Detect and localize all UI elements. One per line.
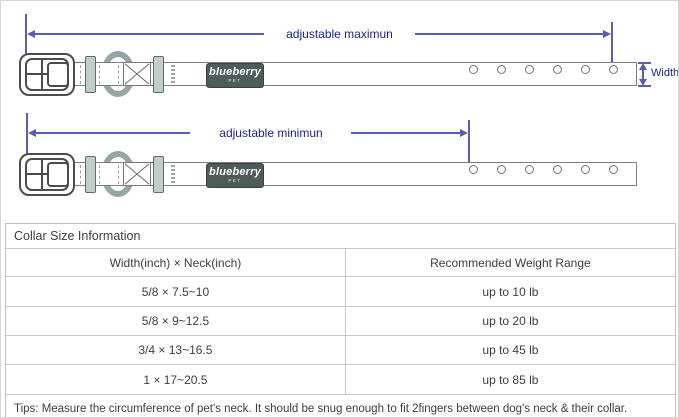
collar-illustration-top: blueberry PET [1, 49, 678, 111]
table-row: 5/8 × 7.5~10 up to 10 lb [6, 276, 675, 306]
arrowhead-right-icon [603, 30, 611, 38]
table-header-row: Width(inch) × Neck(inch) Recommended Wei… [6, 248, 675, 276]
collar-hole [469, 65, 478, 74]
weight-cell: up to 45 lb [482, 343, 539, 357]
keeper-loop [85, 156, 96, 193]
size-cell: 1 × 17~20.5 [6, 365, 346, 394]
collar-hole [497, 65, 506, 74]
table-row: 5/8 × 9~12.5 up to 20 lb [6, 306, 675, 335]
width-tick-bottom [638, 85, 651, 87]
width-arrow-line [642, 66, 644, 83]
stitch-line [118, 65, 119, 84]
weight-cell: up to 10 lb [482, 284, 539, 299]
size-cell: 5/8 × 7.5~10 [6, 277, 346, 306]
weight-cell: up to 85 lb [482, 372, 539, 387]
collar-hole [469, 165, 478, 174]
collar-hole [609, 165, 618, 174]
adjustable-minimum-label: adjustable minimun [219, 126, 323, 140]
dimension-line-left-segment [35, 132, 190, 134]
arrowhead-left-icon [27, 30, 35, 38]
collar-hole [581, 65, 590, 74]
x-stitch-icon [124, 163, 150, 185]
stitch-box [123, 162, 151, 186]
stitch-line [99, 165, 100, 184]
dimension-tick-right [611, 22, 613, 75]
arrowhead-down-icon [639, 79, 647, 86]
brand-sub: PET [228, 178, 242, 184]
keeper-loop [85, 56, 96, 93]
keeper-loop [153, 156, 164, 193]
tips-text: Tips: Measure the circumference of pet's… [6, 394, 675, 417]
x-stitch-icon [124, 63, 150, 85]
buckle-roller [47, 62, 69, 87]
dimension-line-right-segment [415, 33, 605, 35]
blueberry-pet-tag: blueberry PET [206, 163, 264, 188]
stitch-line [118, 165, 119, 184]
brand-name: blueberry [209, 166, 261, 179]
collar-hole [581, 165, 590, 174]
dimension-tick-left [25, 14, 27, 58]
keeper-loop [153, 56, 164, 93]
blueberry-pet-tag: blueberry PET [206, 63, 264, 88]
stitch-line [80, 65, 81, 84]
arrowhead-right-icon [460, 129, 468, 137]
size-cell: 5/8 × 9~12.5 [6, 307, 346, 335]
dimension-line-right-segment [351, 132, 462, 134]
arrowhead-up-icon [639, 63, 647, 70]
collar-hole [525, 165, 534, 174]
table-row: 3/4 × 13~16.5 up to 45 lb [6, 335, 675, 364]
collar-illustration-bottom: blueberry PET [1, 149, 678, 211]
collar-hole [553, 165, 562, 174]
table-row: 1 × 17~20.5 up to 85 lb [6, 364, 675, 394]
strap-woven-label [171, 165, 175, 184]
collar-hole [553, 65, 562, 74]
brand-sub: PET [228, 78, 242, 84]
stitch-line [99, 65, 100, 84]
table-title: Collar Size Information [14, 229, 141, 243]
arrowhead-left-icon [28, 129, 36, 137]
brand-name: blueberry [209, 66, 261, 79]
adjustable-maximum-label: adjustable maximun [286, 27, 393, 41]
column-header-size: Width(inch) × Neck(inch) [6, 249, 346, 276]
collar-hole [525, 65, 534, 74]
width-label: Width [651, 67, 679, 79]
collar-hole [497, 165, 506, 174]
stitch-box [123, 62, 151, 86]
dimension-tick-right [468, 120, 470, 173]
dimension-line-left-segment [34, 33, 264, 35]
strap-woven-label [171, 65, 175, 84]
column-header-weight: Recommended Weight Range [430, 255, 591, 270]
weight-cell: up to 20 lb [482, 314, 539, 328]
buckle-roller [47, 162, 69, 187]
dimension-tick-left [26, 113, 28, 161]
collar-hole [609, 65, 618, 74]
collar-size-table: Collar Size Information Width(inch) × Ne… [5, 223, 676, 417]
size-cell: 3/4 × 13~16.5 [6, 336, 346, 364]
stitch-line [80, 165, 81, 184]
